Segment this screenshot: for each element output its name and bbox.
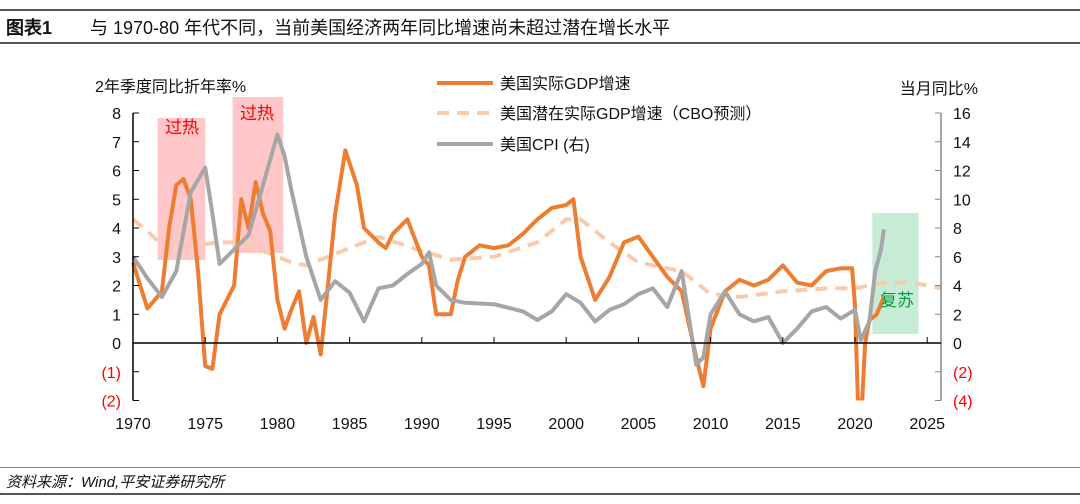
x-tick-label: 2015 [765,416,801,433]
right-tick-label: 16 [953,106,971,123]
series-line-0 [131,148,886,401]
left-tick-label: 7 [112,135,121,152]
annotation-label: 过热 [240,104,274,123]
x-tick-label: 1980 [260,416,296,433]
left-tick-label: 1 [112,307,121,324]
left-tick-label: 8 [112,106,121,123]
x-tick-label: 1995 [476,416,512,433]
x-tick-label: 2025 [909,416,945,433]
left-tick-label: 6 [112,164,121,181]
left-tick-label: 5 [112,192,121,209]
right-tick-label: 12 [953,164,971,181]
annotation-box [872,213,919,334]
x-tick-label: 1975 [187,416,223,433]
x-tick-label: 1990 [404,416,440,433]
legend-label: 美国CPI (右) [500,136,590,154]
left-tick-label: (2) [101,394,121,411]
x-tick-label: 2020 [837,416,873,433]
right-tick-label: 8 [953,221,962,238]
left-tick-label: 3 [112,250,121,267]
x-tick-label: 2010 [693,416,729,433]
bottom-rule [0,493,1080,495]
x-tick-label: 2005 [621,416,657,433]
figure-title: 图表1 与 1970-80 年代不同，当前美国经济两年同比增速尚未超过潜在增长水平 [6,14,670,40]
x-tick-label: 2000 [548,416,584,433]
left-axis-title: 2年季度同比折年率% [95,78,246,96]
title-rule [0,42,1080,44]
source-rule [0,467,1080,468]
right-axis-title: 当月同比% [900,80,978,98]
annotation-box [232,97,284,253]
title-text: 与 1970-80 年代不同，当前美国经济两年同比增速尚未超过潜在增长水平 [90,18,671,38]
right-tick-label: (4) [953,394,973,411]
right-tick-label: 14 [953,135,971,152]
left-tick-label: (1) [101,365,121,382]
x-tick-label: 1985 [332,416,368,433]
right-tick-label: 4 [953,279,962,296]
right-tick-label: (2) [953,365,973,382]
top-rule [0,9,1080,11]
left-tick-label: 4 [112,221,121,238]
legend-label: 美国实际GDP增速 [500,75,631,93]
annotation-label: 复苏 [880,291,914,310]
left-tick-label: 0 [112,336,121,353]
right-tick-label: 10 [953,192,971,209]
annotation-label: 过热 [165,118,199,137]
left-tick-label: 2 [112,279,121,296]
right-tick-label: 2 [953,307,962,324]
right-tick-label: 6 [953,250,962,267]
series-line-1 [131,217,942,299]
series-line-2 [131,132,886,367]
source-note: 资料来源：Wind,平安证券研究所 [6,474,225,491]
right-tick-label: 0 [953,336,962,353]
legend-label: 美国潜在实际GDP增速（CBO预测） [500,105,761,123]
figure-number: 图表1 [6,18,53,38]
x-tick-label: 1970 [115,416,151,433]
